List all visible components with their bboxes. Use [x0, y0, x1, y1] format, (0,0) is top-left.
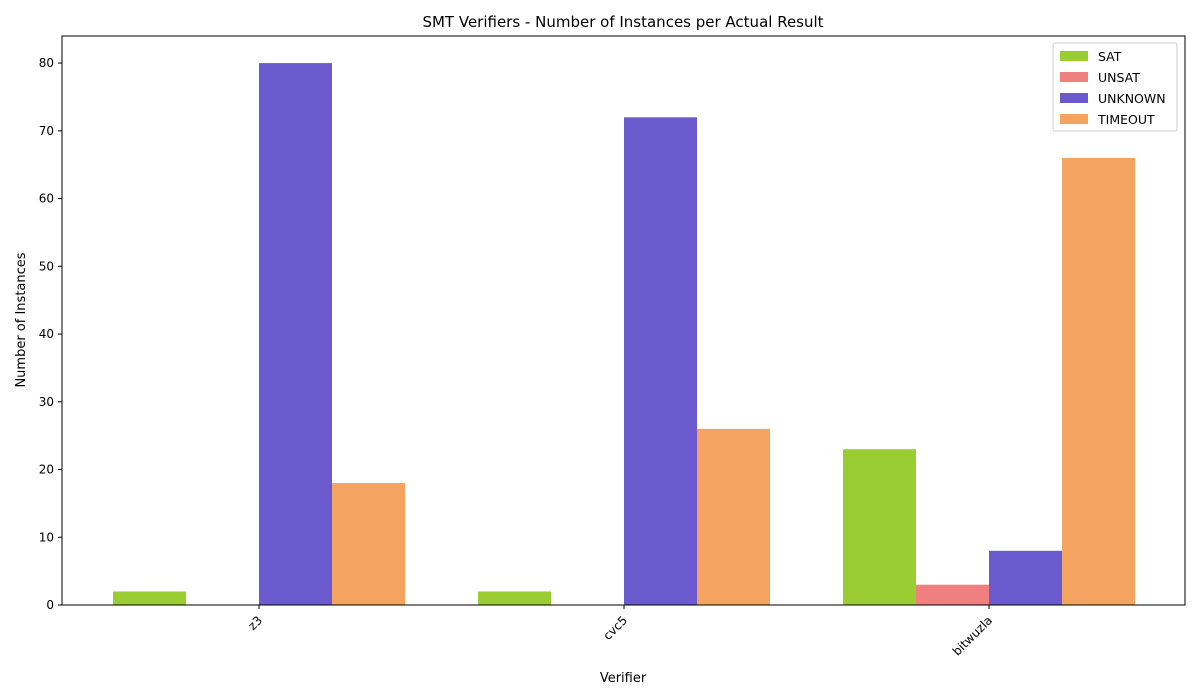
bar-unknown-cvc5: [624, 117, 697, 606]
bar-unknown-bitwuzla: [989, 550, 1062, 605]
x-axis-title: Verifier: [600, 671, 647, 686]
bars-group: [113, 63, 1135, 606]
legend: SAT UNSAT UNKNOWN TIMEOUT: [1052, 42, 1178, 132]
x-tick-label-cvc5: cvc5: [600, 613, 630, 643]
y-tick-label: 80: [39, 56, 54, 70]
x-tick-label-z3: z3: [245, 613, 265, 633]
bar-timeout-bitwuzla: [1062, 157, 1135, 605]
bar-timeout-z3: [332, 483, 405, 605]
y-tick-label: 0: [46, 598, 54, 612]
legend-frame: [1052, 42, 1178, 132]
legend-swatch-timeout: [1060, 114, 1088, 124]
legend-label-timeout: TIMEOUT: [1097, 112, 1155, 127]
y-tick-label: 60: [39, 192, 54, 206]
bar-sat-z3: [113, 591, 186, 605]
legend-swatch-unsat: [1060, 72, 1088, 82]
legend-label-unknown: UNKNOWN: [1098, 91, 1166, 106]
bar-unsat-bitwuzla: [916, 584, 989, 605]
y-tick-label: 70: [39, 124, 54, 138]
y-tick-label: 50: [39, 259, 54, 273]
bar-sat-cvc5: [478, 591, 551, 605]
y-tick-label: 30: [39, 395, 54, 409]
legend-swatch-unknown: [1060, 93, 1088, 103]
bar-unknown-z3: [259, 63, 332, 606]
legend-label-unsat: UNSAT: [1098, 70, 1140, 85]
y-axis: 0 10 20 30 40 50 60 70 80: [39, 56, 62, 612]
x-tick-label-bitwuzla: bitwuzla: [950, 613, 995, 658]
y-tick-label: 40: [39, 327, 54, 341]
x-axis: z3 cvc5 bitwuzla: [245, 605, 995, 659]
y-tick-label: 10: [39, 530, 54, 544]
chart-title: SMT Verifiers - Number of Instances per …: [422, 13, 823, 31]
legend-label-sat: SAT: [1098, 49, 1122, 64]
bar-timeout-cvc5: [697, 428, 770, 605]
y-axis-title: Number of Instances: [14, 252, 29, 387]
bar-sat-bitwuzla: [843, 449, 916, 605]
legend-swatch-sat: [1060, 51, 1088, 61]
plot-frame: [61, 35, 1186, 606]
y-tick-label: 20: [39, 463, 54, 477]
